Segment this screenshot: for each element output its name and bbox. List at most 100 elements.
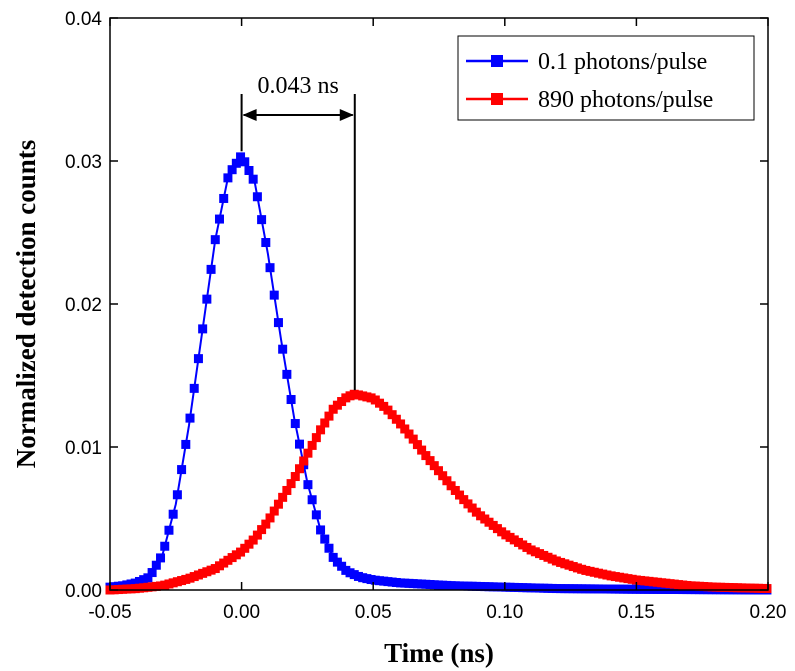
data-point (244, 166, 254, 175)
data-point (762, 584, 772, 594)
data-point (295, 464, 304, 474)
data-point (282, 485, 292, 495)
data-point (240, 157, 250, 167)
data-point (269, 290, 279, 300)
data-point (257, 525, 267, 535)
data-point (324, 411, 334, 421)
data-point (172, 490, 182, 500)
data-point (252, 192, 262, 202)
y-tick-label: 0.03 (65, 152, 102, 173)
data-point (257, 215, 267, 225)
data-point (206, 264, 216, 274)
data-point (455, 490, 465, 500)
data-point (442, 476, 452, 486)
data-point (248, 174, 258, 184)
annotation-arrowhead-left (242, 109, 257, 121)
data-point (421, 451, 431, 461)
x-tick-label: 0.00 (223, 602, 260, 623)
data-point (282, 369, 292, 379)
data-point (261, 519, 271, 529)
data-point (290, 472, 300, 482)
data-point (311, 510, 321, 520)
data-point (269, 506, 279, 516)
data-point (429, 461, 439, 471)
data-point (273, 318, 283, 328)
data-point (214, 214, 224, 224)
data-point (387, 410, 397, 420)
legend-label-series-2: 890 photons/pulse (538, 87, 713, 113)
data-point (408, 434, 418, 444)
data-point (320, 418, 330, 428)
x-tick-label: 0.10 (486, 602, 523, 623)
data-point (278, 344, 288, 354)
data-point (273, 499, 283, 509)
data-point (252, 530, 262, 540)
data-point (295, 439, 304, 449)
data-point (307, 495, 317, 505)
y-tick-label: 0.02 (65, 295, 102, 316)
annotation-label: 0.043 ns (258, 73, 339, 99)
data-point (151, 560, 161, 570)
data-point (286, 479, 296, 489)
data-point (311, 433, 321, 443)
data-point (316, 525, 326, 535)
data-point (168, 509, 178, 519)
plot-curves (105, 152, 772, 595)
data-point (290, 419, 300, 429)
data-point (261, 238, 271, 248)
data-point (278, 492, 288, 502)
data-point (265, 263, 275, 273)
data-point (202, 294, 212, 304)
x-tick-label: 0.20 (750, 602, 787, 623)
data-point (160, 541, 170, 551)
data-point (303, 448, 313, 458)
legend-marker-series-2 (491, 93, 503, 105)
data-point (316, 425, 326, 435)
data-point (231, 158, 241, 168)
legend-label-series-1: 0.1 photons/pulse (538, 49, 707, 75)
data-point (324, 543, 334, 553)
data-point (320, 534, 330, 544)
y-tick-label: 0.00 (65, 581, 102, 602)
data-point (404, 429, 414, 439)
data-point (433, 466, 443, 476)
data-point (417, 445, 427, 455)
annotation-arrowhead-right (339, 109, 354, 121)
data-point (383, 405, 393, 415)
data-point (450, 485, 460, 495)
data-point (391, 414, 401, 424)
x-tick-label: 0.15 (618, 602, 655, 623)
data-point (210, 235, 220, 245)
data-point (193, 354, 203, 364)
data-point (143, 573, 153, 583)
data-point (236, 152, 246, 162)
data-point (396, 419, 406, 429)
data-point (147, 568, 157, 578)
data-point (198, 324, 208, 334)
y-tick-label: 0.01 (65, 438, 102, 459)
data-point (185, 413, 195, 423)
data-point (400, 424, 410, 434)
data-point (412, 440, 422, 450)
annotation-layer: 0.043 ns (240, 73, 356, 391)
data-point (328, 552, 338, 562)
y-tick-label: 0.04 (65, 9, 102, 30)
x-tick-label: 0.05 (355, 602, 392, 623)
series-2 (105, 389, 772, 595)
data-point (438, 471, 448, 481)
data-point (177, 465, 187, 475)
legend-box (457, 35, 755, 121)
data-point (248, 535, 258, 545)
data-point (223, 173, 233, 183)
data-point (181, 439, 191, 449)
legend-marker-series-1 (491, 55, 503, 67)
data-point (227, 165, 237, 175)
data-point (446, 481, 456, 491)
ticks-layer: -0.05 0.00 0.05 0.10 0.15 0.200.000.010.020.0… (65, 9, 786, 623)
data-point (425, 456, 435, 466)
data-point (156, 553, 166, 563)
data-point (164, 525, 174, 535)
x-tick-label: -0.05 (88, 602, 131, 623)
data-point (189, 383, 199, 393)
